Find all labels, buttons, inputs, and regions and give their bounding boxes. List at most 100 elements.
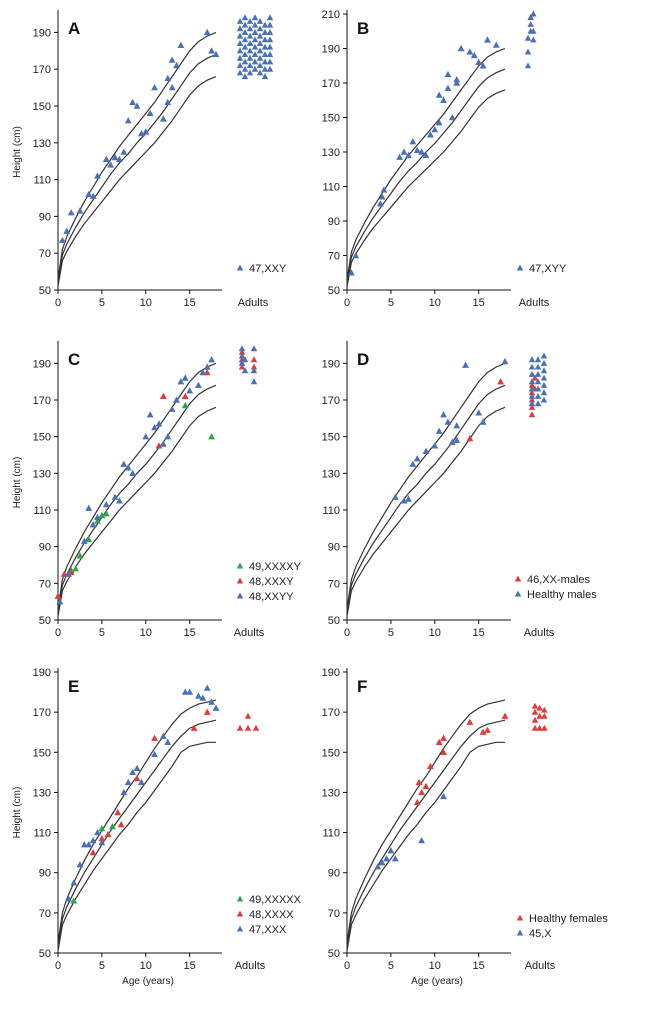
adult-data-point	[238, 352, 246, 359]
data-point	[380, 186, 388, 193]
adult-data-point	[261, 51, 269, 58]
y-tick-label: 170	[322, 707, 340, 719]
adult-data-point	[536, 712, 543, 719]
data-point	[124, 117, 132, 124]
y-tick-label: 50	[39, 948, 51, 960]
data-point	[208, 433, 216, 440]
data-point	[56, 598, 64, 605]
adult-data-point	[534, 392, 542, 399]
adult-data-point	[540, 389, 548, 396]
adult-data-point	[236, 62, 244, 69]
data-point	[151, 423, 158, 431]
adult-data-point	[241, 29, 249, 35]
y-tick-label: 110	[322, 828, 340, 840]
adult-data-point	[241, 58, 249, 65]
panel-label: C	[68, 350, 80, 369]
adult-data-point	[236, 25, 244, 32]
adult-data-point	[540, 381, 548, 388]
adult-data-point	[534, 378, 542, 385]
data-point	[470, 51, 478, 59]
legend-marker	[236, 592, 244, 599]
adult-data-point	[266, 29, 274, 35]
y-tick-label: 170	[33, 707, 51, 719]
x-tick-label: 5	[99, 960, 105, 972]
data-point	[151, 734, 158, 741]
data-point	[151, 750, 158, 757]
data-point	[102, 500, 110, 508]
y-tick-label: 110	[33, 828, 51, 840]
y-tick-label: 130	[33, 468, 51, 480]
data-point	[177, 41, 185, 48]
adult-data-point	[541, 712, 548, 719]
legend-label: Healthy males	[527, 589, 597, 601]
data-point	[347, 269, 355, 276]
data-point	[98, 511, 106, 519]
adult-data-point	[266, 14, 274, 21]
data-point	[70, 897, 78, 904]
data-point	[70, 879, 78, 886]
adult-data-point	[261, 73, 269, 80]
data-point	[208, 356, 216, 363]
adult-data-point	[236, 17, 244, 24]
data-point	[111, 493, 119, 500]
adult-data-point	[250, 378, 258, 385]
data-point	[484, 36, 491, 43]
data-point	[440, 792, 447, 800]
data-point	[89, 849, 97, 856]
data-point	[142, 128, 150, 135]
panel-c: 50 70 90 110 130 150 170 190 0 5 10 15 Adults Height …	[12, 341, 302, 639]
data-point	[98, 839, 106, 846]
data-point	[65, 570, 72, 577]
data-point	[374, 863, 382, 870]
data-point	[203, 363, 211, 370]
y-tick-label: 170	[322, 395, 340, 407]
adult-data-point	[246, 69, 254, 76]
data-point	[146, 109, 154, 117]
adult-data-point	[528, 411, 536, 418]
adult-data-point	[236, 47, 244, 54]
data-point	[72, 565, 79, 572]
data-point	[159, 115, 167, 122]
data-point	[116, 155, 123, 163]
data-point	[85, 504, 93, 511]
data-point	[479, 418, 487, 425]
reference-curve-high	[57, 362, 217, 610]
data-point	[435, 738, 443, 745]
data-point	[80, 537, 88, 544]
data-point	[168, 405, 176, 412]
adult-data-point	[261, 58, 269, 65]
adult-data-point	[251, 21, 259, 28]
data-point	[98, 824, 106, 832]
y-tick-label: 90	[39, 868, 51, 880]
data-point	[129, 768, 137, 776]
panel-label: B	[357, 19, 369, 38]
data-point	[114, 808, 122, 816]
legend-marker	[236, 910, 244, 917]
adult-data-point	[244, 712, 252, 719]
adult-data-point	[524, 62, 532, 69]
legend-label: 49,XXXXY	[249, 561, 302, 573]
data-point	[444, 418, 452, 425]
x-tick-label: 5	[99, 297, 105, 309]
data-point	[400, 497, 408, 504]
adult-data-point	[256, 47, 264, 54]
adults-label: Adults	[235, 960, 266, 972]
x-tick-label: 5	[99, 627, 105, 639]
legend-marker	[516, 264, 524, 271]
y-tick-label: 50	[328, 948, 340, 960]
x-tick-label: 10	[140, 627, 152, 639]
adult-data-point	[531, 716, 539, 723]
data-point	[58, 236, 66, 244]
adult-data-point	[540, 359, 548, 366]
data-point	[208, 698, 216, 705]
adult-data-point	[528, 396, 536, 403]
y-axis-title: Height (cm)	[12, 787, 23, 839]
y-tick-label: 150	[322, 113, 340, 125]
y-tick-label: 130	[322, 147, 340, 159]
y-tick-label: 190	[322, 358, 340, 370]
data-point	[440, 96, 447, 103]
data-point	[413, 455, 421, 462]
data-point	[76, 552, 84, 559]
adult-data-point	[266, 21, 274, 28]
reference-curve-low	[346, 741, 505, 952]
